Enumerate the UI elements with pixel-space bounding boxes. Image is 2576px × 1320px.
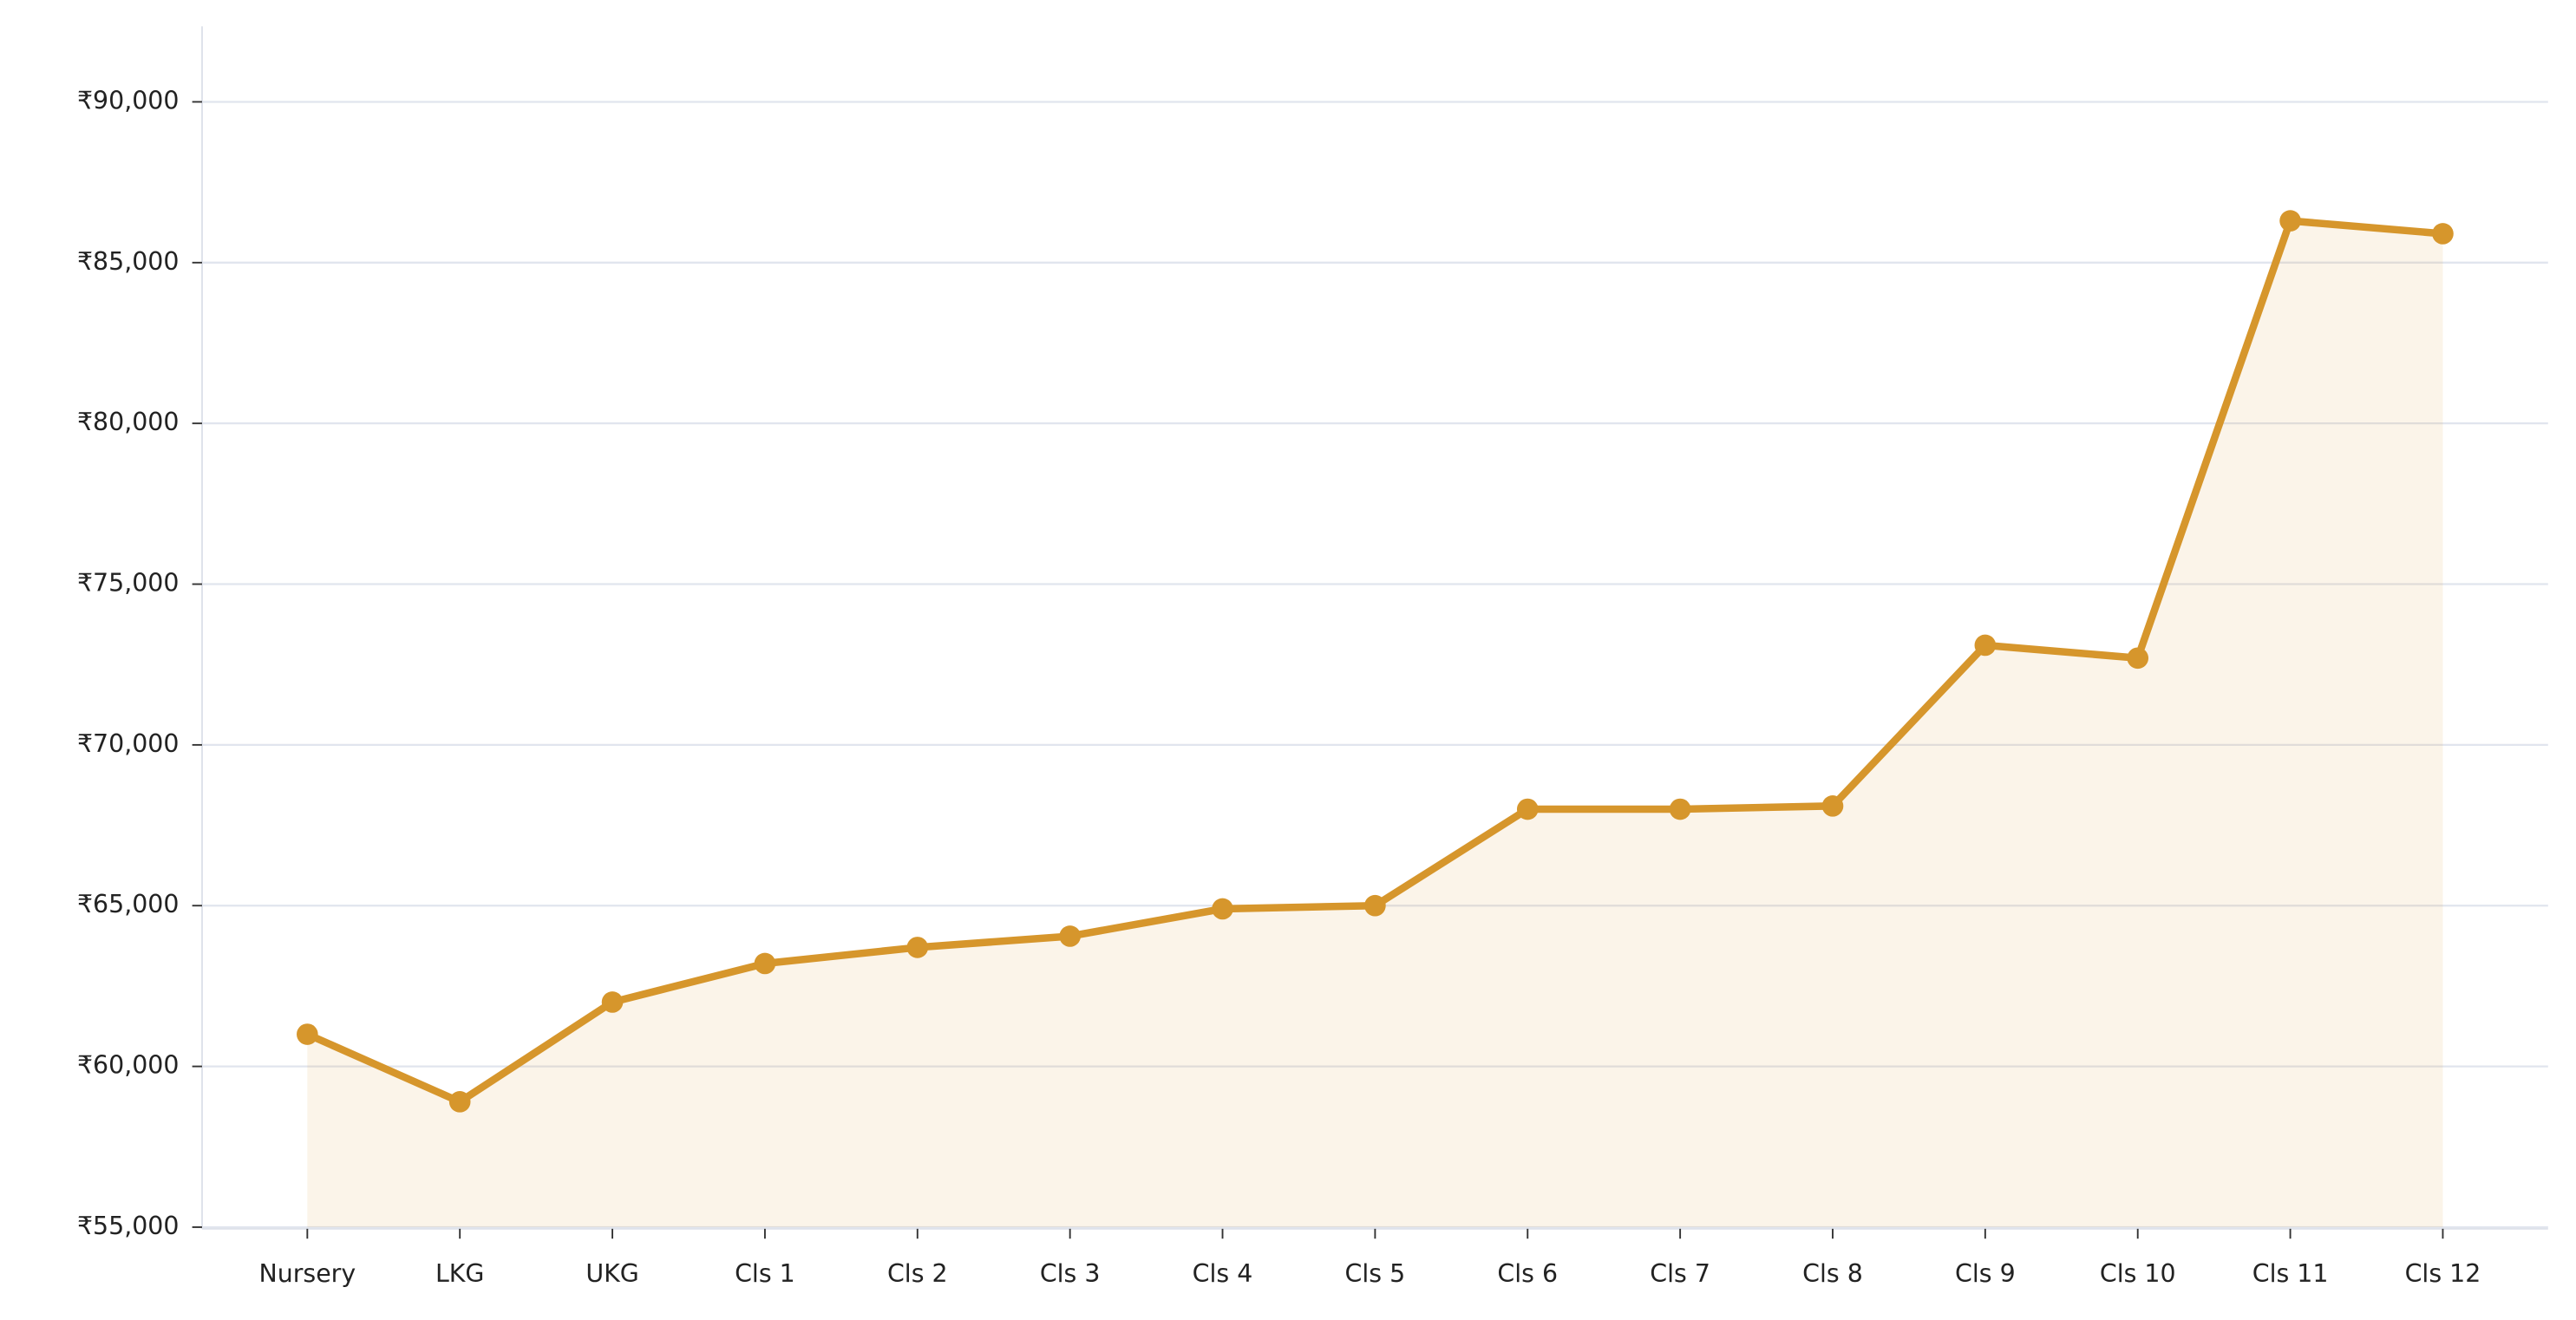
marker — [1821, 795, 1844, 817]
x-tick-label: Nursery — [258, 1259, 356, 1288]
marker — [2432, 223, 2454, 245]
x-tick-label: Cls 6 — [1497, 1259, 1558, 1288]
x-tick-label: Cls 5 — [1345, 1259, 1406, 1288]
x-tick-label: LKG — [435, 1259, 484, 1288]
x-tick-label: Cls 4 — [1193, 1259, 1253, 1288]
x-tick-label: Cls 12 — [2405, 1259, 2481, 1288]
marker — [297, 1023, 318, 1045]
x-tick-label: Cls 2 — [887, 1259, 948, 1288]
marker — [1974, 634, 1997, 657]
y-tick-label: ₹75,000 — [77, 569, 179, 598]
x-tick-label: Cls 9 — [1955, 1259, 2016, 1288]
area — [307, 220, 2443, 1227]
x-tick-label: Cls 1 — [735, 1259, 795, 1288]
x-tick-label: Cls 11 — [2252, 1259, 2329, 1288]
marker — [754, 952, 776, 975]
y-tick-label: ₹55,000 — [77, 1212, 179, 1240]
marker — [1364, 894, 1386, 917]
marker — [1516, 798, 1539, 820]
y-tick-label: ₹70,000 — [77, 729, 179, 758]
y-tick-label: ₹80,000 — [77, 408, 179, 436]
marker — [1059, 925, 1081, 947]
y-tick-label: ₹90,000 — [77, 86, 179, 114]
y-tick-label: ₹85,000 — [77, 247, 179, 276]
marker — [448, 1091, 471, 1113]
y-tick-label: ₹65,000 — [77, 890, 179, 918]
marker — [1212, 898, 1233, 920]
x-tick-label: UKG — [585, 1259, 638, 1288]
y-tick-label: ₹60,000 — [77, 1051, 179, 1080]
marker — [1669, 798, 1691, 820]
x-tick-label: Cls 10 — [2100, 1259, 2176, 1288]
x-tick-label: Cls 3 — [1040, 1259, 1101, 1288]
marker — [2279, 210, 2301, 232]
x-tick-label: Cls 8 — [1802, 1259, 1863, 1288]
marker — [906, 937, 929, 958]
x-tick-label: Cls 7 — [1650, 1259, 1710, 1288]
marker — [601, 991, 624, 1013]
marker — [2127, 647, 2149, 670]
